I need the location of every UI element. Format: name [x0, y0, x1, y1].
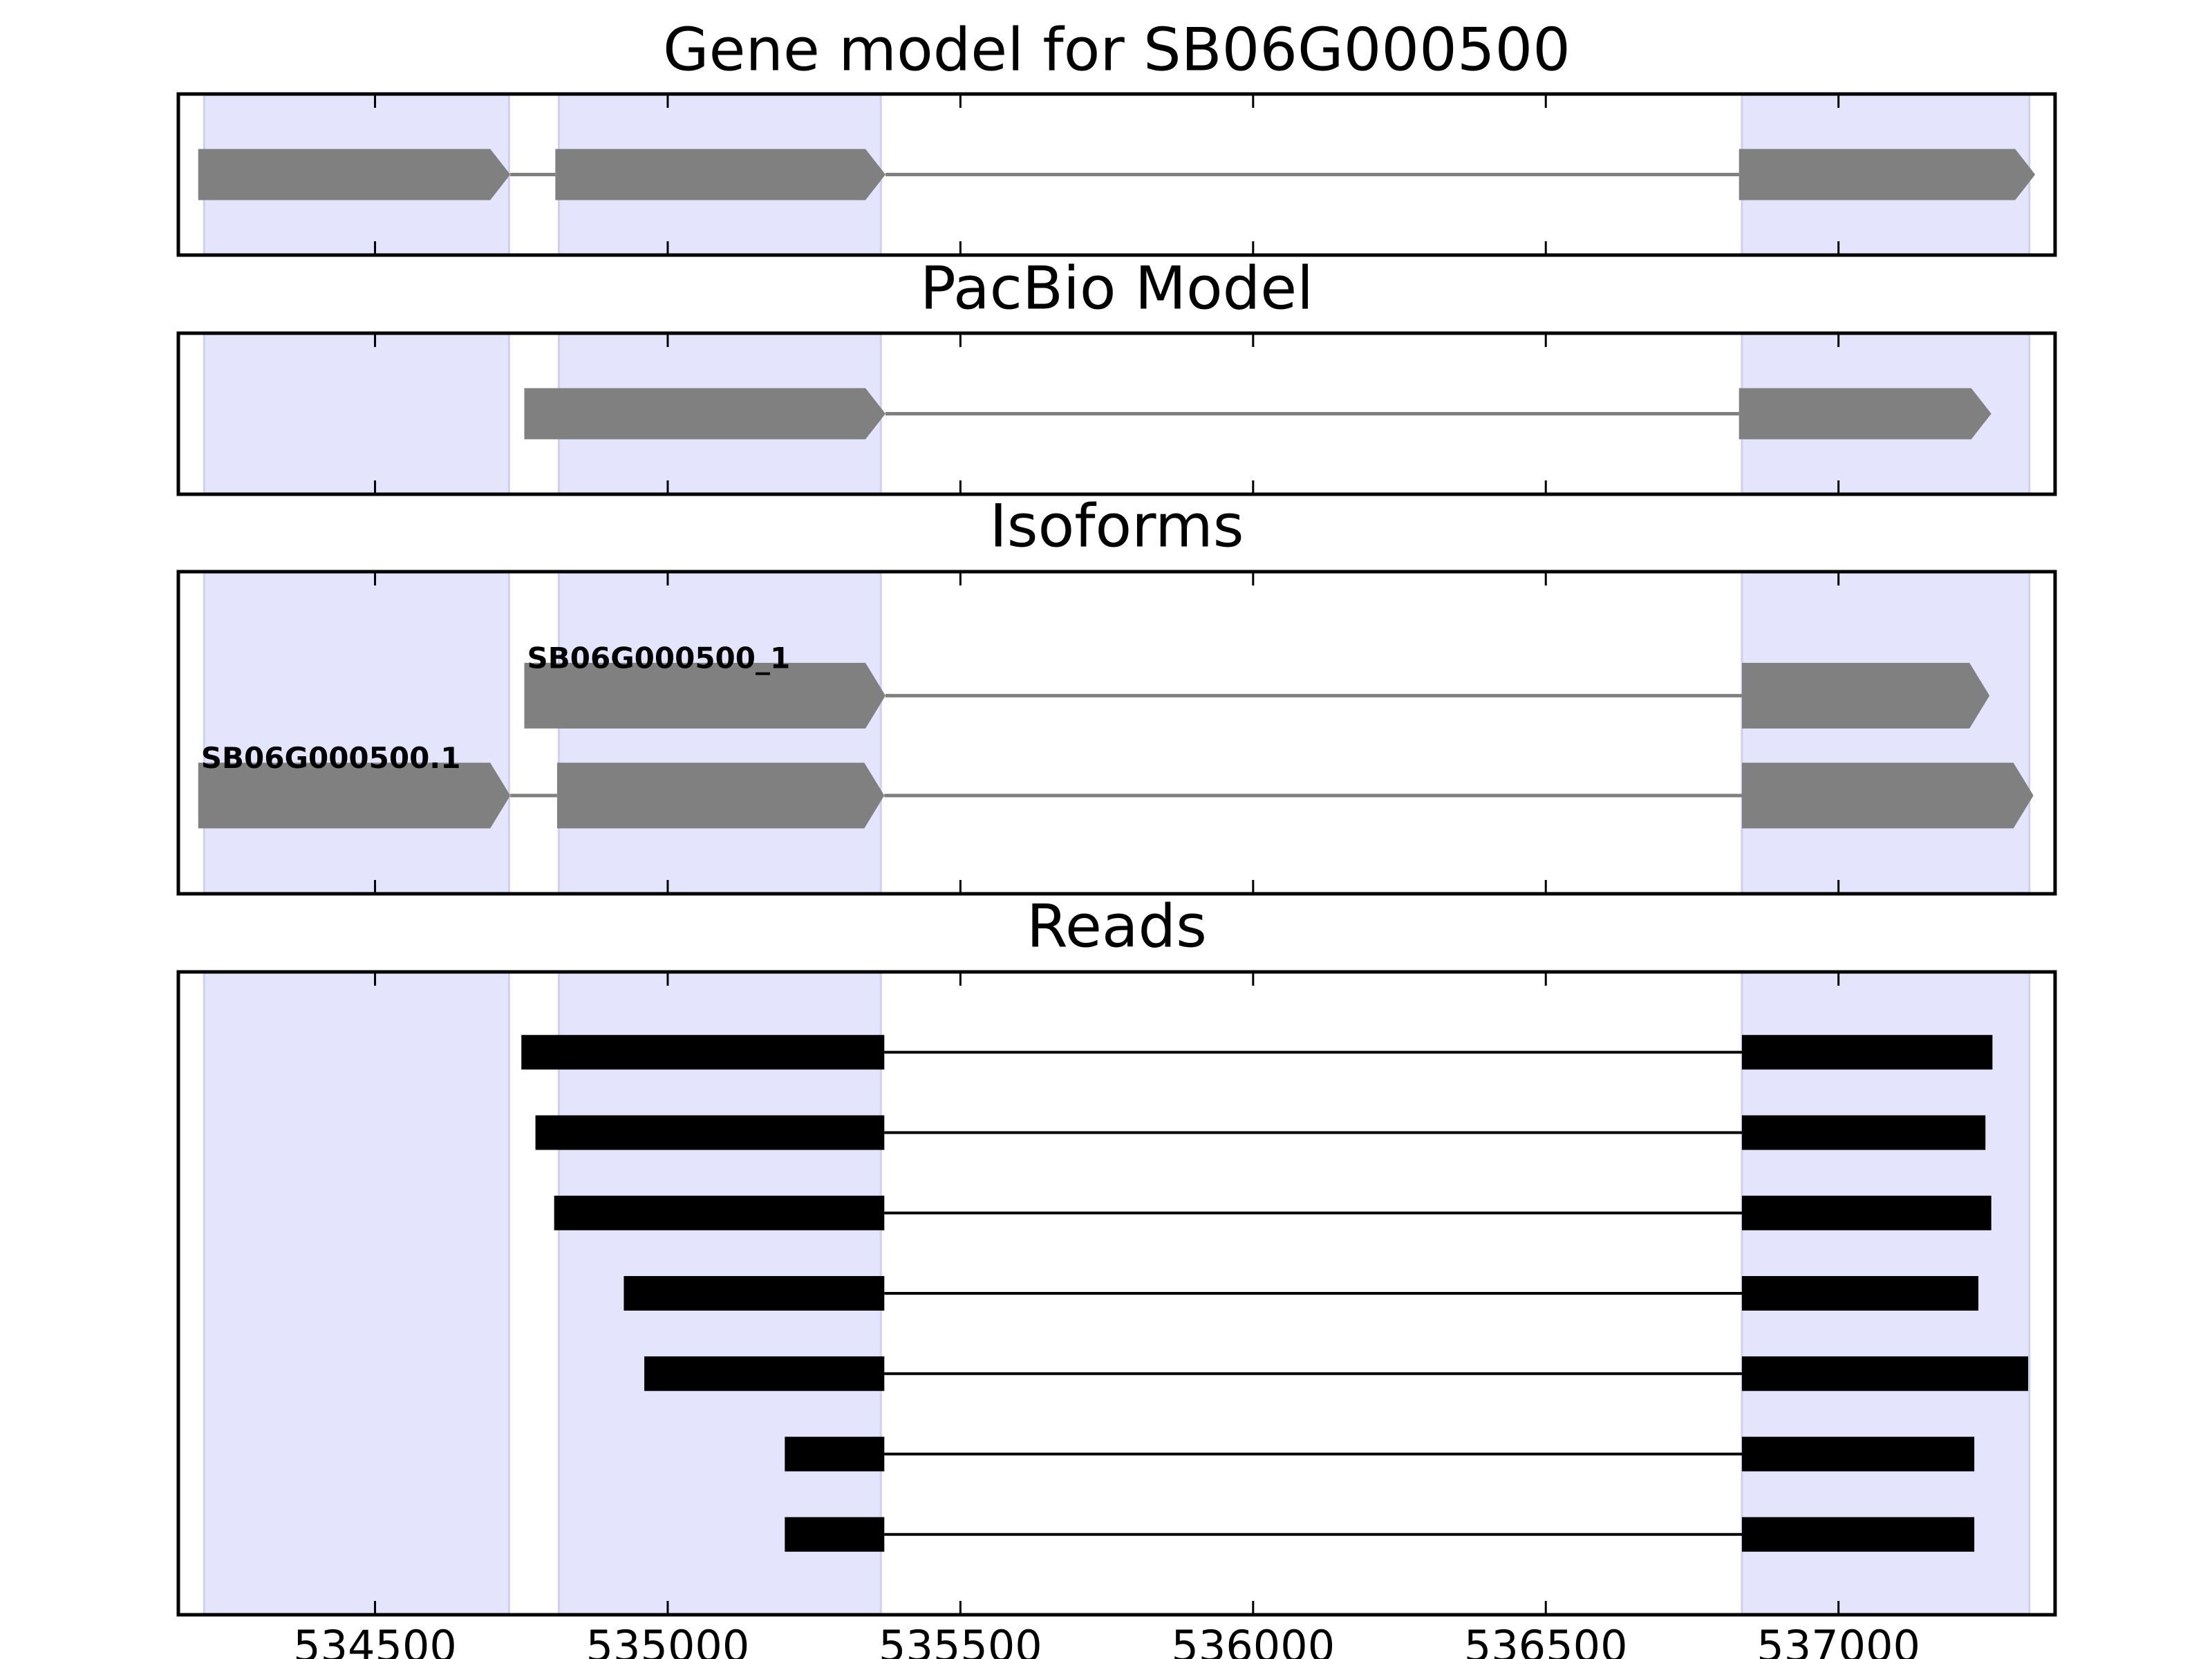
read-block: [535, 1115, 885, 1150]
axes-frame: [176, 92, 2057, 257]
exon-region: [1741, 570, 2031, 895]
read-block: [785, 1517, 885, 1552]
exon: [1741, 762, 2034, 829]
exon: [1738, 388, 1991, 440]
isoform-label: SB06G000500_1: [527, 641, 790, 675]
read-block: [1741, 1276, 1979, 1311]
isoform-label: SB06G000500.1: [201, 741, 461, 775]
x-tick-label: 534500: [293, 1621, 457, 1659]
exon: [198, 762, 511, 829]
exon-region: [203, 971, 510, 1616]
x-tick-label: 536500: [1464, 1621, 1628, 1659]
read-block: [785, 1436, 885, 1472]
panel-title: Reads: [1027, 892, 1207, 961]
exon-region: [203, 332, 510, 496]
axes-frame: [176, 970, 2057, 1617]
exon: [555, 149, 885, 200]
exon: [198, 149, 511, 200]
x-tick-label: 536000: [1171, 1621, 1335, 1659]
x-tick-label: 535000: [586, 1621, 750, 1659]
x-tick-label: 537000: [1756, 1621, 1920, 1659]
read-block: [1741, 1356, 2029, 1391]
read-block: [1741, 1195, 1991, 1230]
read-block: [644, 1356, 885, 1391]
exon-region: [203, 570, 510, 895]
read-block: [1741, 1517, 1975, 1552]
exon-region: [557, 570, 882, 895]
read-block: [1741, 1115, 1986, 1150]
exon: [524, 662, 885, 729]
read-block: [521, 1035, 885, 1070]
panel-title: Gene model for SB06G000500: [663, 15, 1571, 84]
axes-frame: [176, 570, 2057, 896]
x-tick-label: 535500: [879, 1621, 1042, 1659]
read-block: [1741, 1436, 1975, 1472]
read-block: [554, 1195, 885, 1230]
axes-frame: [176, 331, 2057, 496]
exon: [1741, 662, 1990, 729]
exon: [524, 388, 885, 440]
read-block: [1741, 1035, 1993, 1070]
panel-title: Isoforms: [989, 491, 1244, 561]
exon: [556, 762, 885, 829]
panel-title: PacBio Model: [920, 254, 1313, 323]
read-block: [624, 1276, 885, 1311]
exon: [1738, 149, 2036, 200]
